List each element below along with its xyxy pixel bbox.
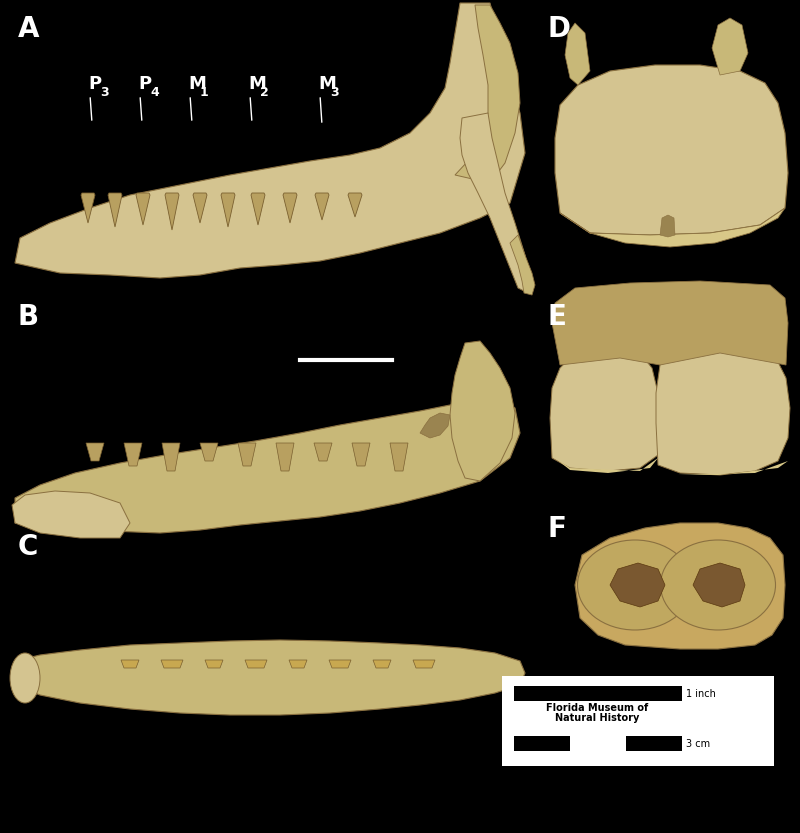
Polygon shape [712, 18, 748, 75]
Polygon shape [315, 193, 329, 220]
Polygon shape [314, 443, 332, 461]
Polygon shape [124, 443, 142, 466]
Text: D: D [548, 15, 571, 43]
Polygon shape [348, 193, 362, 217]
Text: 1: 1 [200, 86, 209, 99]
Text: M: M [248, 75, 266, 93]
Text: 1 inch: 1 inch [686, 689, 715, 699]
Text: 2: 2 [260, 86, 269, 99]
Polygon shape [238, 443, 256, 466]
Polygon shape [555, 458, 658, 473]
Text: 3: 3 [330, 86, 338, 99]
Polygon shape [656, 341, 790, 475]
Polygon shape [162, 443, 180, 471]
Polygon shape [205, 660, 223, 668]
Text: 3 cm: 3 cm [686, 739, 710, 749]
Polygon shape [251, 193, 265, 225]
Ellipse shape [10, 653, 40, 703]
Text: M: M [318, 75, 336, 93]
Polygon shape [550, 345, 660, 471]
Polygon shape [283, 193, 297, 223]
Polygon shape [450, 341, 515, 481]
Polygon shape [15, 640, 525, 715]
Ellipse shape [578, 540, 693, 630]
Polygon shape [161, 660, 183, 668]
Polygon shape [108, 193, 122, 227]
Polygon shape [136, 193, 150, 225]
Polygon shape [193, 193, 207, 223]
Polygon shape [413, 660, 435, 668]
Polygon shape [420, 413, 450, 438]
Polygon shape [329, 660, 351, 668]
Polygon shape [121, 660, 139, 668]
Text: 3: 3 [100, 86, 109, 99]
Polygon shape [693, 563, 745, 607]
Polygon shape [81, 193, 95, 223]
Polygon shape [610, 563, 665, 607]
Polygon shape [575, 523, 785, 649]
Polygon shape [15, 3, 525, 278]
Polygon shape [289, 660, 307, 668]
Text: F: F [548, 515, 567, 543]
Polygon shape [221, 193, 235, 227]
Bar [514, 686, 682, 701]
Polygon shape [552, 281, 788, 365]
Polygon shape [560, 208, 785, 247]
Text: E: E [548, 303, 567, 331]
Bar [502, 676, 774, 766]
Polygon shape [460, 113, 530, 293]
Polygon shape [390, 443, 408, 471]
Text: C: C [18, 533, 38, 561]
Polygon shape [373, 660, 391, 668]
Polygon shape [12, 491, 130, 538]
Polygon shape [510, 235, 535, 295]
Polygon shape [565, 23, 590, 85]
Polygon shape [276, 443, 294, 471]
Polygon shape [245, 660, 267, 668]
Text: 4: 4 [150, 86, 158, 99]
Text: M: M [188, 75, 206, 93]
Bar [570, 736, 626, 751]
Bar [626, 736, 682, 751]
Polygon shape [555, 65, 788, 235]
Polygon shape [15, 398, 520, 533]
Text: P: P [138, 75, 151, 93]
Text: A: A [18, 15, 39, 43]
Text: P: P [88, 75, 101, 93]
Polygon shape [200, 443, 218, 461]
Polygon shape [455, 5, 520, 183]
Text: B: B [18, 303, 39, 331]
Polygon shape [86, 443, 104, 461]
Bar [514, 736, 570, 751]
Polygon shape [352, 443, 370, 466]
Ellipse shape [661, 540, 775, 630]
Text: Florida Museum of: Florida Museum of [546, 703, 649, 713]
Polygon shape [165, 193, 179, 230]
Polygon shape [660, 215, 675, 237]
Polygon shape [658, 461, 788, 475]
Text: Natural History: Natural History [555, 713, 640, 723]
